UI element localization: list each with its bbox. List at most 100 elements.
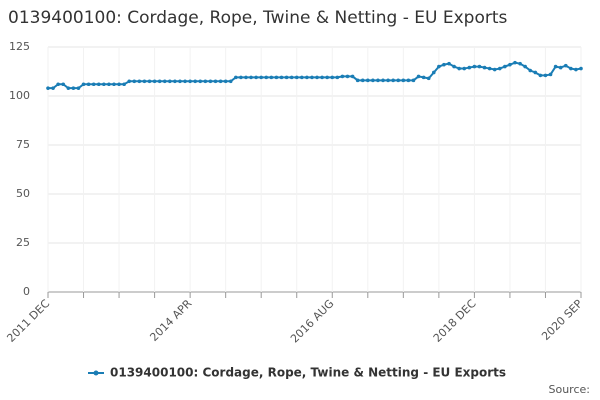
- y-tick-label: 125: [9, 40, 30, 53]
- data-point: [492, 67, 497, 72]
- data-point: [81, 82, 86, 87]
- x-tick-label: 2018 DEC: [431, 297, 479, 345]
- data-point: [508, 62, 512, 67]
- y-tick-label: 50: [16, 187, 30, 200]
- data-point: [320, 75, 324, 80]
- data-point: [396, 78, 401, 83]
- data-point: [300, 75, 304, 80]
- x-tick-label: 2014 APR: [147, 297, 194, 344]
- data-point: [294, 75, 299, 80]
- data-point: [284, 75, 289, 80]
- data-point: [457, 66, 461, 71]
- chart-title: 0139400100: Cordage, Rope, Twine & Netti…: [8, 8, 507, 28]
- data-point: [208, 79, 213, 84]
- data-point: [553, 64, 558, 69]
- data-point: [305, 75, 309, 80]
- data-point: [51, 86, 55, 90]
- data-point: [366, 78, 370, 83]
- data-point: [350, 74, 355, 79]
- data-point: [86, 82, 91, 87]
- data-point: [533, 70, 538, 75]
- data-point: [391, 78, 395, 83]
- data-point: [538, 73, 543, 78]
- y-tick-label: 0: [23, 285, 30, 298]
- data-point: [56, 82, 60, 87]
- data-point: [96, 82, 101, 87]
- data-point: [137, 79, 142, 84]
- data-point: [579, 66, 583, 71]
- data-point: [203, 79, 208, 84]
- data-point: [102, 82, 106, 87]
- data-point: [132, 79, 137, 84]
- data-point: [107, 82, 111, 87]
- data-point: [76, 86, 81, 90]
- data-point: [381, 78, 385, 83]
- data-point: [66, 86, 71, 90]
- data-point: [173, 79, 177, 84]
- data-point: [360, 78, 365, 83]
- data-point: [112, 82, 116, 87]
- data-point: [228, 79, 233, 84]
- legend-label: 0139400100: Cordage, Rope, Twine & Netti…: [110, 366, 506, 380]
- data-point: [406, 78, 411, 83]
- data-point: [431, 70, 436, 75]
- x-tick-label: 2011 DEC: [4, 297, 52, 345]
- data-point: [259, 75, 264, 80]
- data-point: [193, 79, 198, 84]
- source-label: Source:: [549, 383, 591, 396]
- data-point: [416, 74, 421, 79]
- data-point: [340, 74, 345, 79]
- data-point: [543, 73, 548, 78]
- data-point: [91, 82, 96, 87]
- data-point: [345, 74, 350, 79]
- data-point: [497, 66, 502, 71]
- data-point: [513, 60, 517, 65]
- data-point: [289, 75, 294, 80]
- data-point: [310, 75, 314, 80]
- y-tick-label: 100: [9, 89, 30, 102]
- data-point: [401, 78, 406, 83]
- data-point: [437, 64, 441, 69]
- data-point: [558, 65, 563, 70]
- x-tick-label: 2020 SEP: [539, 297, 585, 343]
- data-point: [477, 64, 482, 69]
- data-point: [223, 79, 228, 84]
- data-point: [178, 79, 182, 84]
- data-point: [264, 75, 269, 80]
- data-point: [183, 79, 187, 84]
- data-point: [452, 64, 456, 69]
- data-point: [355, 78, 360, 83]
- data-point: [487, 66, 492, 71]
- data-point: [152, 79, 157, 84]
- data-point: [168, 79, 172, 84]
- data-point: [482, 65, 487, 70]
- data-point: [61, 82, 66, 87]
- data-point: [569, 66, 573, 71]
- x-tick-label: 2016 AUG: [288, 297, 337, 346]
- data-point: [117, 82, 121, 87]
- data-point: [523, 64, 527, 69]
- data-point: [188, 79, 192, 84]
- y-tick-label: 25: [16, 236, 30, 249]
- data-point: [279, 75, 284, 80]
- data-point: [71, 86, 76, 90]
- data-point: [213, 79, 218, 84]
- data-point: [421, 75, 426, 80]
- data-point: [274, 75, 279, 80]
- data-point: [157, 79, 162, 84]
- data-point: [411, 78, 416, 83]
- data-point: [548, 72, 553, 77]
- y-tick-label: 75: [16, 138, 30, 151]
- data-point: [198, 79, 203, 84]
- data-point: [330, 75, 335, 80]
- data-point: [234, 75, 238, 80]
- data-point: [563, 63, 568, 68]
- data-point: [503, 64, 507, 69]
- data-point: [218, 79, 223, 84]
- data-point: [371, 78, 375, 83]
- data-point: [472, 64, 477, 69]
- legend-swatch-dot: [93, 370, 99, 376]
- data-point: [142, 79, 147, 84]
- data-point: [442, 62, 446, 67]
